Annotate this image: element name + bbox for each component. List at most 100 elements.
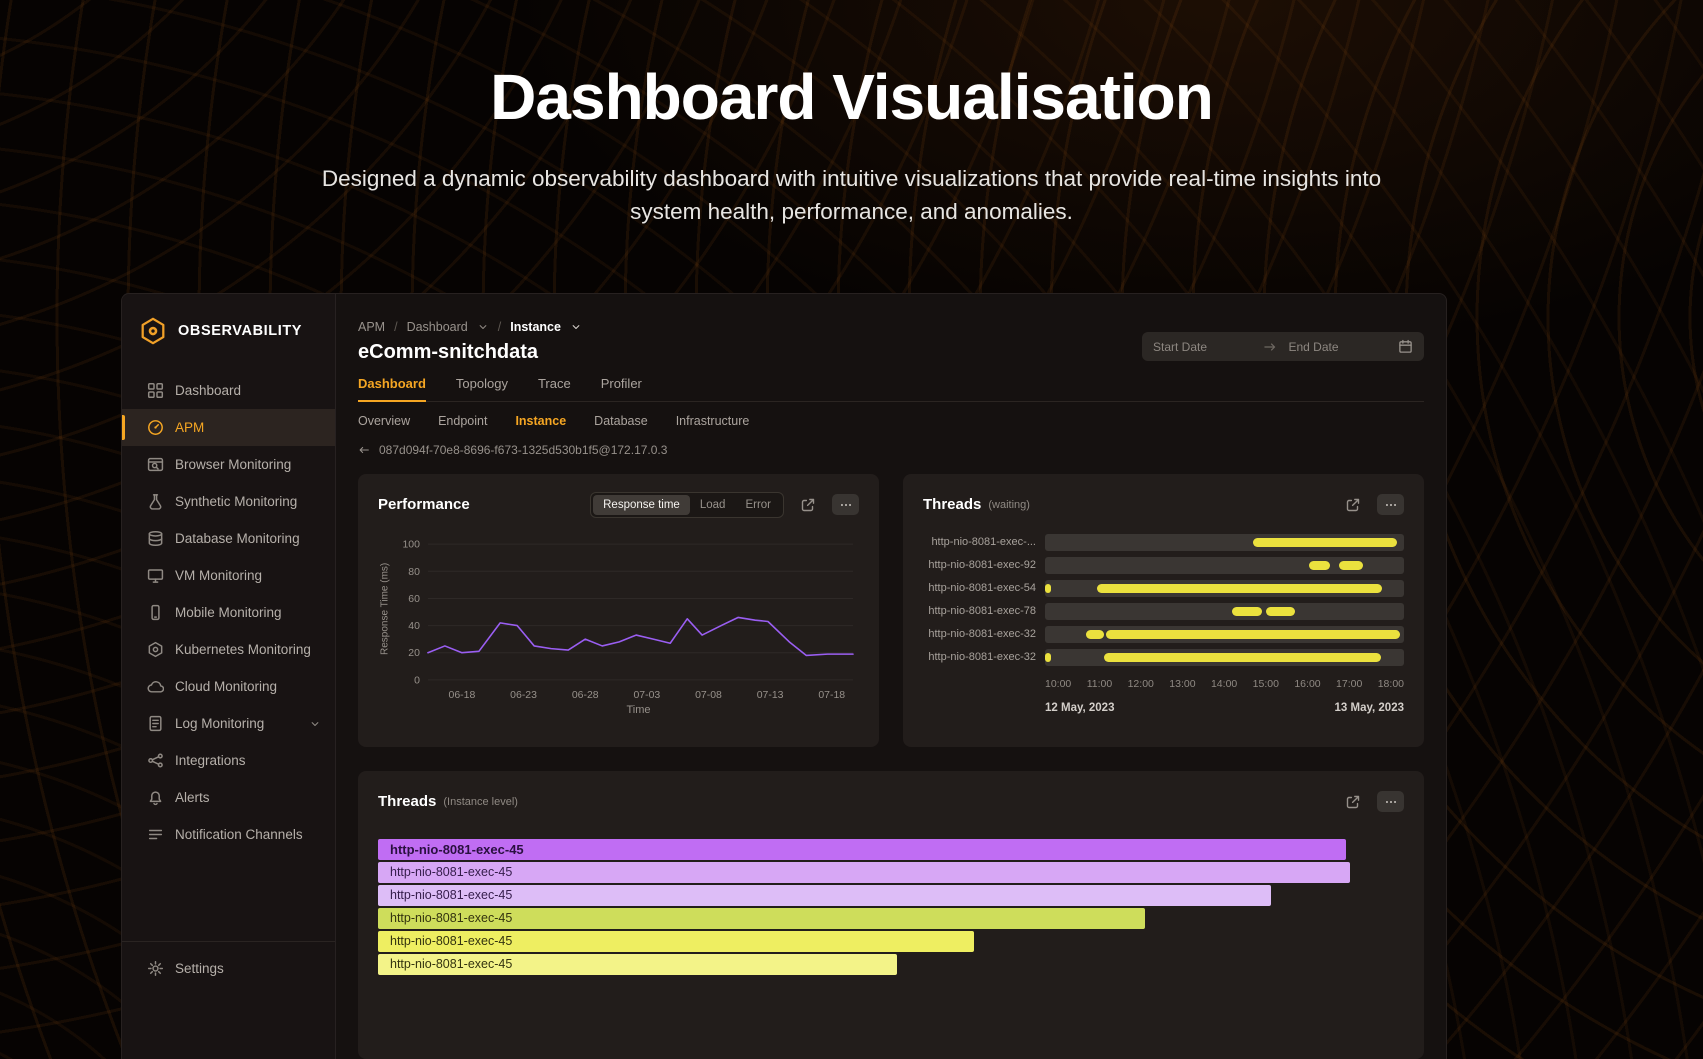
flask-icon bbox=[147, 493, 164, 510]
threads-waiting-panel: Threads (waiting) http-nio-8081-exec-...… bbox=[903, 474, 1424, 747]
toggle-error[interactable]: Error bbox=[735, 495, 781, 515]
breadcrumb-separator: / bbox=[394, 320, 397, 334]
sidebar-item-label: Synthetic Monitoring bbox=[175, 494, 297, 509]
date-range-picker[interactable]: Start Date End Date bbox=[1142, 332, 1424, 361]
thread-bar-label: http-nio-8081-exec-45 bbox=[390, 888, 512, 902]
sidebar-item-label: Cloud Monitoring bbox=[175, 679, 277, 694]
arrow-left-icon[interactable] bbox=[358, 444, 370, 456]
calendar-icon[interactable] bbox=[1398, 339, 1413, 354]
gantt-time-tick: 14:00 bbox=[1211, 678, 1237, 690]
sidebar-item-browser-monitoring[interactable]: Browser Monitoring bbox=[122, 446, 335, 483]
thread-bar[interactable]: http-nio-8081-exec-45 bbox=[378, 908, 1145, 929]
svg-text:80: 80 bbox=[408, 567, 420, 578]
performance-chart-svg: 02040608010006-1806-2306-2807-0307-0807-… bbox=[392, 534, 859, 702]
sidebar-item-integrations[interactable]: Integrations bbox=[122, 742, 335, 779]
monitor-icon bbox=[147, 567, 164, 584]
external-link-icon[interactable] bbox=[800, 497, 816, 513]
sidebar-item-synthetic-monitoring[interactable]: Synthetic Monitoring bbox=[122, 483, 335, 520]
logo: OBSERVABILITY bbox=[122, 294, 335, 358]
sidebar-item-database-monitoring[interactable]: Database Monitoring bbox=[122, 520, 335, 557]
breadcrumb-instance[interactable]: Instance bbox=[510, 320, 561, 334]
thread-bar[interactable]: http-nio-8081-exec-45 bbox=[378, 839, 1346, 860]
thread-bar-label: http-nio-8081-exec-45 bbox=[390, 842, 524, 857]
svg-text:100: 100 bbox=[402, 539, 420, 550]
chevron-down-icon[interactable] bbox=[477, 321, 489, 333]
thread-bar[interactable]: http-nio-8081-exec-45 bbox=[378, 931, 974, 952]
gantt-segment bbox=[1309, 561, 1331, 570]
sidebar-item-vm-monitoring[interactable]: VM Monitoring bbox=[122, 557, 335, 594]
integrations-icon bbox=[147, 752, 164, 769]
svg-text:40: 40 bbox=[408, 621, 420, 632]
browser-icon bbox=[147, 456, 164, 473]
sidebar-item-alerts[interactable]: Alerts bbox=[122, 779, 335, 816]
thread-bar-label: http-nio-8081-exec-45 bbox=[390, 865, 512, 879]
gantt-segment bbox=[1232, 607, 1263, 616]
gantt-row-label: http-nio-8081-exec-54 bbox=[923, 582, 1036, 594]
tab-dashboard[interactable]: Dashboard bbox=[358, 376, 426, 402]
ellipsis-menu-button[interactable] bbox=[1377, 791, 1404, 812]
sidebar-item-cloud-monitoring[interactable]: Cloud Monitoring bbox=[122, 668, 335, 705]
tab-trace[interactable]: Trace bbox=[538, 376, 571, 401]
thread-bar[interactable]: http-nio-8081-exec-45 bbox=[378, 862, 1350, 883]
external-link-icon[interactable] bbox=[1345, 497, 1361, 513]
svg-text:06-18: 06-18 bbox=[449, 690, 476, 701]
gantt-row: http-nio-8081-exec-32 bbox=[923, 649, 1404, 666]
thread-bar[interactable]: http-nio-8081-exec-45 bbox=[378, 885, 1271, 906]
thread-bar[interactable]: http-nio-8081-exec-45 bbox=[378, 954, 897, 975]
breadcrumb-separator: / bbox=[498, 320, 501, 334]
subtab-overview[interactable]: Overview bbox=[358, 414, 410, 430]
tab-topology[interactable]: Topology bbox=[456, 376, 508, 401]
gantt-date-end: 13 May, 2023 bbox=[1335, 702, 1404, 714]
chevron-down-icon[interactable] bbox=[570, 321, 582, 333]
gantt-row-label: http-nio-8081-exec-32 bbox=[923, 628, 1036, 640]
performance-toggle-group: Response timeLoadError bbox=[590, 492, 784, 518]
gantt-time-tick: 10:00 bbox=[1045, 678, 1071, 690]
page: Dashboard Visualisation Designed a dynam… bbox=[0, 0, 1703, 1059]
sidebar-item-apm[interactable]: APM bbox=[122, 409, 335, 446]
arrow-right-icon bbox=[1263, 340, 1277, 354]
svg-text:06-23: 06-23 bbox=[510, 690, 537, 701]
tab-profiler[interactable]: Profiler bbox=[601, 376, 642, 401]
gantt-date-start: 12 May, 2023 bbox=[1045, 702, 1114, 714]
sidebar-item-notification-channels[interactable]: Notification Channels bbox=[122, 816, 335, 853]
sidebar-item-label: Settings bbox=[175, 961, 224, 976]
subtab-database[interactable]: Database bbox=[594, 414, 648, 430]
end-date-label[interactable]: End Date bbox=[1277, 340, 1399, 354]
sidebar-item-settings[interactable]: Settings bbox=[122, 950, 335, 987]
primary-tabs: Dashboard Topology Trace Profiler bbox=[358, 376, 1424, 402]
sidebar-item-label: Integrations bbox=[175, 753, 246, 768]
toggle-response-time[interactable]: Response time bbox=[593, 495, 690, 515]
ellipsis-menu-button[interactable] bbox=[832, 494, 859, 515]
kubernetes-icon bbox=[147, 641, 164, 658]
sidebar-item-label: Database Monitoring bbox=[175, 531, 300, 546]
svg-text:06-28: 06-28 bbox=[572, 690, 599, 701]
sidebar-item-kubernetes-monitoring[interactable]: Kubernetes Monitoring bbox=[122, 631, 335, 668]
subtab-instance[interactable]: Instance bbox=[515, 414, 566, 430]
main-content: APM / Dashboard / Instance Start Date En… bbox=[336, 294, 1446, 1059]
gantt-row-label: http-nio-8081-exec-... bbox=[923, 536, 1036, 548]
external-link-icon[interactable] bbox=[1345, 794, 1361, 810]
back-link[interactable]: 087d094f-70e8-8696-f673-1325d530b1f5@172… bbox=[358, 442, 1424, 457]
breadcrumb-dashboard[interactable]: Dashboard bbox=[407, 320, 468, 334]
thread-bar-label: http-nio-8081-exec-45 bbox=[390, 934, 512, 948]
toggle-load[interactable]: Load bbox=[690, 495, 736, 515]
subtab-infrastructure[interactable]: Infrastructure bbox=[676, 414, 750, 430]
sidebar-item-log-monitoring[interactable]: Log Monitoring bbox=[122, 705, 335, 742]
gantt-date-axis: 12 May, 2023 13 May, 2023 bbox=[1045, 702, 1404, 714]
log-icon bbox=[147, 715, 164, 732]
subtab-endpoint[interactable]: Endpoint bbox=[438, 414, 487, 430]
sidebar-item-label: Browser Monitoring bbox=[175, 457, 291, 472]
svg-text:07-03: 07-03 bbox=[633, 690, 660, 701]
sidebar-item-mobile-monitoring[interactable]: Mobile Monitoring bbox=[122, 594, 335, 631]
sidebar-item-dashboard[interactable]: Dashboard bbox=[122, 372, 335, 409]
breadcrumb-apm[interactable]: APM bbox=[358, 320, 385, 334]
bell-icon bbox=[147, 789, 164, 806]
gantt-time-tick: 13:00 bbox=[1169, 678, 1195, 690]
ellipsis-menu-button[interactable] bbox=[1377, 494, 1404, 515]
threads-waiting-actions bbox=[1345, 494, 1404, 515]
gantt-segment bbox=[1266, 607, 1295, 616]
gantt-segment bbox=[1097, 584, 1382, 593]
svg-text:07-13: 07-13 bbox=[757, 690, 784, 701]
start-date-label[interactable]: Start Date bbox=[1153, 340, 1263, 354]
gantt-row-label: http-nio-8081-exec-32 bbox=[923, 651, 1036, 663]
